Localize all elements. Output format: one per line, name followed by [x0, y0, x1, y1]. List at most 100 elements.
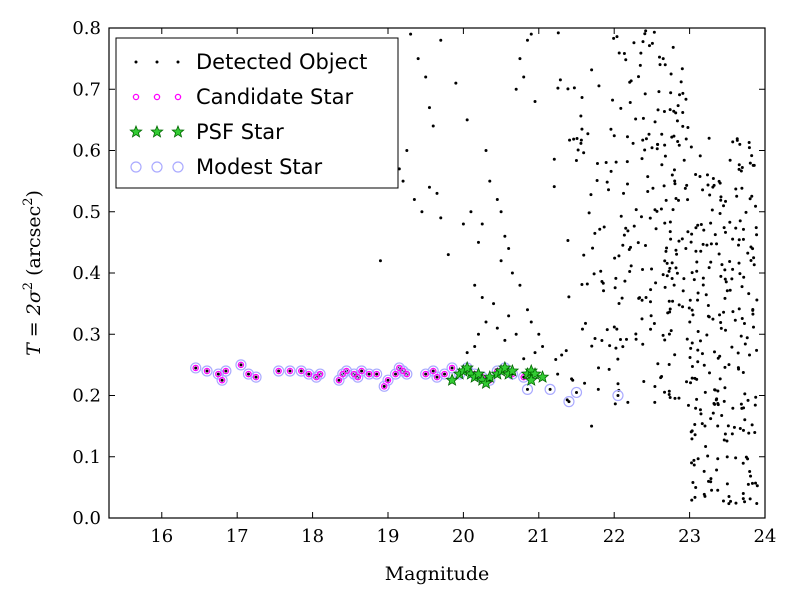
legend-marker	[132, 93, 140, 101]
data-point	[634, 208, 638, 212]
data-point	[640, 298, 644, 302]
data-point	[484, 320, 488, 324]
data-point	[599, 269, 603, 273]
data-point	[734, 226, 738, 230]
data-point	[713, 388, 717, 392]
data-point	[638, 63, 642, 67]
data-point	[672, 168, 676, 172]
data-point	[732, 425, 736, 429]
data-point	[691, 481, 695, 485]
data-point	[647, 132, 651, 136]
data-point	[556, 372, 560, 376]
data-point	[723, 365, 727, 369]
data-point	[640, 157, 644, 161]
data-point	[755, 484, 759, 488]
data-point	[723, 432, 727, 436]
data-point	[215, 370, 222, 378]
data-point	[441, 370, 448, 378]
data-point	[743, 392, 747, 396]
data-point	[743, 418, 747, 422]
data-point	[692, 463, 696, 467]
data-point	[628, 100, 632, 104]
data-point	[688, 298, 692, 302]
y-tick-label: 0.1	[72, 447, 101, 468]
data-point	[544, 383, 556, 395]
data-point	[439, 38, 443, 42]
data-point	[716, 401, 720, 405]
data-point	[719, 195, 723, 199]
data-point	[661, 333, 665, 337]
data-point	[699, 412, 703, 416]
x-tick-label: 16	[150, 526, 173, 547]
data-point	[671, 45, 675, 49]
data-point	[737, 238, 741, 242]
data-point	[435, 191, 439, 195]
data-point	[709, 417, 713, 421]
data-point	[681, 305, 685, 309]
data-point	[703, 390, 707, 394]
data-point	[433, 373, 441, 381]
data-point	[518, 283, 522, 287]
data-point	[709, 477, 713, 481]
data-point	[696, 360, 700, 364]
data-point	[669, 329, 673, 333]
data-point	[631, 141, 635, 145]
data-point	[507, 247, 511, 250]
data-point	[664, 249, 668, 253]
y-axis-label-prefix: T = 2σ	[23, 289, 45, 356]
data-point	[690, 498, 694, 502]
data-point	[661, 57, 665, 61]
data-point	[734, 456, 738, 460]
data-point	[722, 226, 726, 230]
data-point	[565, 398, 569, 402]
data-point	[476, 332, 480, 336]
data-point	[672, 283, 676, 287]
data-point	[488, 179, 492, 183]
data-point	[438, 368, 451, 380]
data-point	[752, 263, 756, 267]
data-point	[651, 186, 655, 190]
data-point	[574, 159, 578, 163]
data-point	[746, 398, 750, 402]
data-point	[695, 260, 699, 264]
data-point	[700, 422, 704, 426]
x-tick-label: 24	[754, 526, 777, 547]
data-point	[446, 362, 458, 374]
data-point	[698, 154, 702, 158]
data-point	[435, 375, 439, 379]
data-point	[711, 411, 715, 415]
data-point	[616, 382, 620, 386]
data-point	[748, 353, 752, 357]
data-point	[590, 68, 594, 72]
data-point	[580, 127, 584, 131]
data-point	[707, 266, 711, 270]
data-point	[617, 302, 621, 306]
data-point	[607, 367, 611, 371]
data-point	[725, 455, 729, 459]
data-point	[725, 439, 729, 443]
data-point	[337, 368, 349, 380]
legend-marker	[176, 60, 180, 64]
data-point	[591, 246, 595, 250]
data-point	[654, 227, 658, 231]
data-point	[622, 191, 626, 195]
y-axis-label-middle: (arcsec	[23, 206, 45, 282]
data-point	[719, 198, 723, 202]
data-point	[624, 337, 628, 341]
data-point	[716, 424, 720, 428]
data-point	[556, 31, 560, 35]
data-point	[663, 221, 667, 225]
data-point	[597, 84, 601, 88]
data-point	[675, 119, 679, 123]
data-point	[696, 223, 700, 227]
data-point	[250, 371, 262, 383]
data-point	[624, 226, 628, 230]
data-point	[416, 57, 420, 61]
data-point	[752, 256, 756, 260]
y-tick-label: 0.6	[72, 141, 101, 162]
data-point	[685, 183, 689, 187]
data-point	[560, 353, 564, 357]
data-point	[673, 396, 677, 400]
data-point	[674, 196, 678, 200]
data-point	[663, 259, 667, 263]
